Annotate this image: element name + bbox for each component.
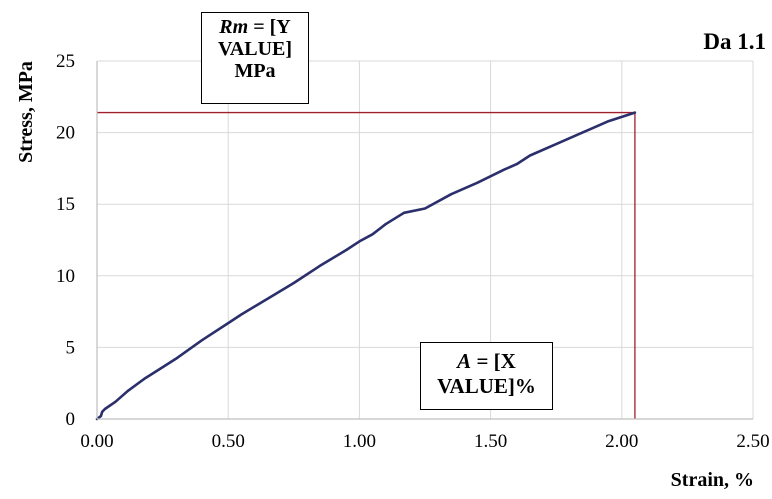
tick-labels: 0 5 10 15 20 25 0.00 0.50 1.00 1.50 2.00 2.50 xyxy=(56,51,770,452)
rm-variable: Rm xyxy=(219,16,249,38)
x-tick-label: 1.00 xyxy=(343,431,376,452)
x-tick-label: 0.00 xyxy=(80,431,113,452)
x-tick-label: 1.50 xyxy=(474,431,507,452)
a-variable: A xyxy=(457,349,472,373)
rm-line3: MPa xyxy=(234,60,276,82)
x-axis-label: Strain, % xyxy=(671,469,754,491)
rm-annotation-box: Rm = [Y VALUE] MPa xyxy=(201,12,309,104)
y-axis-label: Stress, MPa xyxy=(15,61,37,163)
a-line1: = [X xyxy=(471,349,516,373)
y-tick-label: 0 xyxy=(66,409,76,430)
y-tick-label: 10 xyxy=(56,266,75,287)
y-tick-label: 25 xyxy=(56,51,75,72)
x-tick-label: 0.50 xyxy=(212,431,245,452)
y-tick-label: 15 xyxy=(56,194,75,215)
a-line2: VALUE]% xyxy=(437,374,536,398)
chart-title: Da 1.1 xyxy=(703,29,766,54)
a-annotation-box: A = [X VALUE]% xyxy=(420,342,553,410)
axes xyxy=(96,61,753,420)
rm-line2: VALUE] xyxy=(217,38,293,60)
y-tick-label: 20 xyxy=(56,123,75,144)
x-tick-label: 2.50 xyxy=(736,431,769,452)
series-line-0 xyxy=(95,111,637,421)
y-tick-label: 5 xyxy=(66,337,76,358)
reference-lines xyxy=(97,111,636,419)
rm-line1: = [Y xyxy=(248,16,291,38)
x-tick-label: 2.00 xyxy=(605,431,638,452)
series-layer xyxy=(95,111,637,421)
